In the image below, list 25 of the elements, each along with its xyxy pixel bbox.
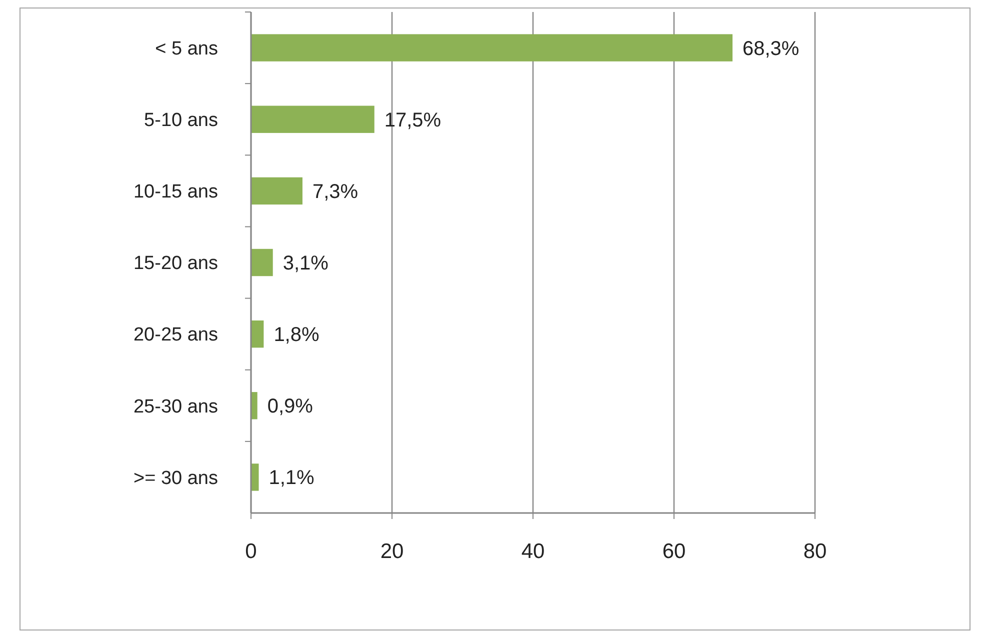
- data-label: 17,5%: [384, 109, 442, 132]
- y-tick-label: 5-10 ans: [144, 110, 218, 132]
- y-tick-label: 25-30 ans: [133, 396, 218, 418]
- data-label: 1,1%: [268, 467, 315, 490]
- bar: [251, 177, 302, 205]
- x-tick-label: 80: [803, 540, 827, 563]
- data-label: 7,3%: [312, 180, 358, 203]
- x-tick-label: 40: [521, 540, 545, 563]
- bar: [251, 464, 259, 491]
- data-label: 1,8%: [274, 324, 320, 346]
- y-tick-label: < 5 ans: [155, 38, 218, 60]
- data-label: 3,1%: [282, 252, 329, 274]
- y-tick-label: 10-15 ans: [133, 182, 218, 203]
- bar: [251, 106, 374, 133]
- bar: [251, 248, 273, 276]
- y-tick-label: >= 30 ans: [133, 468, 218, 489]
- data-label: 0,9%: [267, 396, 314, 418]
- x-tick-label: 60: [662, 540, 686, 563]
- bar: [251, 320, 264, 348]
- x-tick-label: 20: [380, 540, 404, 563]
- y-tick-label: 20-25 ans: [133, 324, 218, 346]
- bar: [251, 34, 733, 62]
- data-label: 68,3%: [742, 38, 800, 60]
- y-tick-label: 15-20 ans: [133, 253, 218, 274]
- x-tick-label: 0: [245, 540, 257, 563]
